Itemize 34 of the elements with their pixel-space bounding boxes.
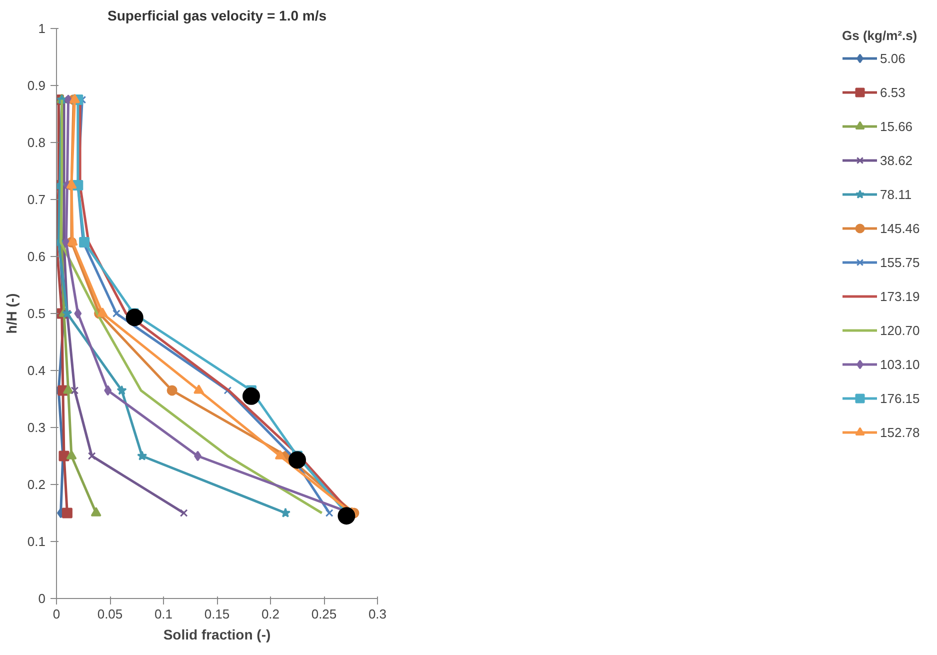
legend-label: 145.46 xyxy=(880,220,921,236)
x-tick-label: 0 xyxy=(52,606,60,622)
y-tick-label: 0.6 xyxy=(27,249,46,264)
x-tick-label: 0.2 xyxy=(261,606,280,622)
legend-label: 152.78 xyxy=(880,424,921,440)
legend-label: 103.10 xyxy=(880,356,921,372)
legend-label: 38.62 xyxy=(880,152,914,168)
y-axis-title: h/H (-) xyxy=(3,293,20,334)
y-tick-label: 0 xyxy=(38,591,46,606)
legend-label: 155.75 xyxy=(880,254,921,270)
legend-label: 5.06 xyxy=(880,50,906,66)
legend-title: Gs (kg/m².s) xyxy=(842,28,918,43)
x-tick-label: 0.3 xyxy=(368,606,387,622)
y-tick-label: 0.4 xyxy=(27,363,46,378)
y-tick-label: 0.8 xyxy=(27,135,46,150)
legend-label: 78.11 xyxy=(880,186,913,202)
x-tick-label: 0.25 xyxy=(311,606,337,622)
x-tick-label: 0.1 xyxy=(154,606,173,622)
y-tick-label: 0.9 xyxy=(27,78,46,93)
y-tick-label: 0.7 xyxy=(27,192,46,207)
y-tick-label: 0.1 xyxy=(27,534,46,549)
legend-label: 15.66 xyxy=(880,118,914,134)
x-tick-label: 0.15 xyxy=(204,606,230,622)
legend-label: 6.53 xyxy=(880,84,906,100)
legend-label: 120.70 xyxy=(880,322,921,338)
y-tick-label: 1 xyxy=(38,21,46,36)
y-tick-label: 0.2 xyxy=(27,477,46,492)
legend-label: 176.15 xyxy=(880,390,921,406)
y-tick-label: 0.3 xyxy=(27,420,46,435)
x-tick-label: 0.05 xyxy=(97,606,123,622)
legend-label: 173.19 xyxy=(880,288,921,304)
y-tick-label: 0.5 xyxy=(27,306,46,321)
x-axis-title: Solid fraction (-) xyxy=(163,626,271,642)
chart-title: Superficial gas velocity = 1.0 m/s xyxy=(107,8,327,24)
